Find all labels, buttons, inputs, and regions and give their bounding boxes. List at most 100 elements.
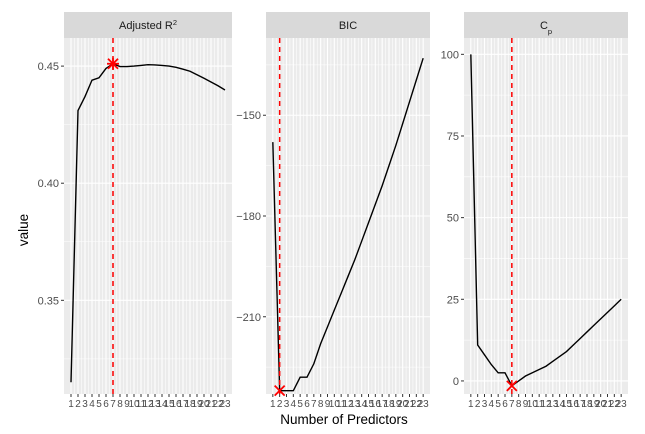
x-tick-label: 20 <box>595 399 607 410</box>
x-tick-label: 16 <box>170 399 182 410</box>
x-tick-label: 6 <box>103 399 109 410</box>
x-tick-label: 9 <box>523 399 529 410</box>
facet-title: BIC <box>339 20 357 32</box>
x-tick-label: 21 <box>404 399 416 410</box>
x-tick-label: 22 <box>212 399 224 410</box>
x-tick-label: 8 <box>117 399 123 410</box>
x-tick-label: 7 <box>110 399 116 410</box>
best-model-marker <box>107 57 119 70</box>
x-tick-label: 15 <box>363 399 375 410</box>
x-tick-label: 11 <box>136 399 147 410</box>
x-tick-label: 13 <box>349 399 361 410</box>
x-tick-label: 11 <box>336 399 347 410</box>
x-tick-label: 3 <box>284 399 290 410</box>
facet-title: Adjusted R2 <box>119 18 177 33</box>
facet-strip <box>266 12 430 38</box>
x-tick-label: 5 <box>495 399 501 410</box>
x-tick-label: 8 <box>516 399 522 410</box>
y-tick-label: 0.35 <box>38 295 59 307</box>
x-tick-label: 10 <box>128 399 140 410</box>
y-tick-label: 50 <box>447 213 459 225</box>
marker-stroke <box>506 380 518 392</box>
y-tick-label: 100 <box>441 49 459 61</box>
x-tick-label: 1 <box>270 399 276 410</box>
facet-strip <box>464 12 628 38</box>
x-tick-label: 10 <box>527 399 539 410</box>
x-tick-label: 23 <box>219 399 231 410</box>
x-tick-label: 15 <box>561 399 573 410</box>
x-tick-label: 18 <box>581 399 593 410</box>
x-tick-label: 16 <box>568 399 580 410</box>
y-tick-label: −210 <box>236 312 261 324</box>
x-tick-label: 7 <box>311 399 317 410</box>
y-tick-label: 0.40 <box>38 178 59 190</box>
x-tick-label: 19 <box>390 399 402 410</box>
x-tick-label: 20 <box>397 399 409 410</box>
x-tick-label: 21 <box>602 399 614 410</box>
y-tick-label: −180 <box>236 211 261 223</box>
x-tick-label: 4 <box>489 399 495 410</box>
x-tick-label: 13 <box>149 399 161 410</box>
series-line <box>272 57 424 392</box>
x-tick-label: 16 <box>370 399 382 410</box>
y-tick-label: −150 <box>236 110 261 122</box>
x-tick-label: 1 <box>68 399 74 410</box>
x-tick-label: 15 <box>163 399 175 410</box>
series-line <box>470 54 622 387</box>
x-tick-label: 17 <box>575 399 587 410</box>
x-tick-label: 10 <box>329 399 341 410</box>
x-tick-label: 11 <box>534 399 545 410</box>
best-model-marker <box>506 380 518 392</box>
x-tick-label: 13 <box>547 399 559 410</box>
x-tick-label: 12 <box>142 399 154 410</box>
x-tick-label: 14 <box>356 399 368 410</box>
y-axis-title: value <box>16 214 31 246</box>
x-tick-label: 7 <box>509 399 515 410</box>
x-tick-label: 3 <box>482 399 488 410</box>
panel-adjusted-r2: Adjusted R20.350.400.451 2 3 4 5 6 7 8 910111213… <box>38 12 232 410</box>
x-tick-label: 23 <box>616 399 628 410</box>
y-tick-label: 75 <box>447 131 459 143</box>
best-model-marker <box>274 385 286 397</box>
x-tick-label: 20 <box>198 399 210 410</box>
x-tick-label: 6 <box>502 399 508 410</box>
x-tick-label: 19 <box>588 399 600 410</box>
x-tick-label: 8 <box>318 399 324 410</box>
x-tick-label: 1 <box>468 399 474 410</box>
x-tick-label: 2 <box>475 399 481 410</box>
series-line <box>70 62 226 383</box>
x-tick-label: 14 <box>156 399 168 410</box>
x-tick-label: 2 <box>277 399 283 410</box>
x-tick-label: 18 <box>383 399 395 410</box>
x-tick-label: 17 <box>377 399 389 410</box>
x-tick-label: 23 <box>418 399 430 410</box>
y-tick-label: 0.45 <box>38 61 59 73</box>
marker-stroke <box>274 385 286 397</box>
x-tick-label: 5 <box>96 399 102 410</box>
x-tick-label: 18 <box>184 399 196 410</box>
y-tick-label: 0 <box>453 376 459 388</box>
x-tick-label: 21 <box>205 399 217 410</box>
x-tick-label: 12 <box>342 399 354 410</box>
x-tick-label: 6 <box>304 399 310 410</box>
x-axis-title: Number of Predictors <box>280 412 408 427</box>
x-tick-label: 4 <box>89 399 95 410</box>
x-tick-label: 2 <box>75 399 81 410</box>
x-tick-label: 5 <box>297 399 303 410</box>
facet-title-subscript: p <box>548 27 552 36</box>
x-tick-label: 9 <box>325 399 331 410</box>
x-tick-label: 22 <box>609 399 621 410</box>
x-tick-label: 19 <box>191 399 203 410</box>
x-tick-label: 12 <box>540 399 552 410</box>
x-tick-label: 14 <box>554 399 566 410</box>
x-tick-label: 4 <box>291 399 297 410</box>
x-tick-label: 17 <box>177 399 189 410</box>
y-tick-label: 25 <box>447 294 459 306</box>
facet-title-superscript: 2 <box>173 18 177 27</box>
x-tick-label: 3 <box>82 399 88 410</box>
x-tick-label: 22 <box>411 399 423 410</box>
facet-strip <box>64 12 232 38</box>
